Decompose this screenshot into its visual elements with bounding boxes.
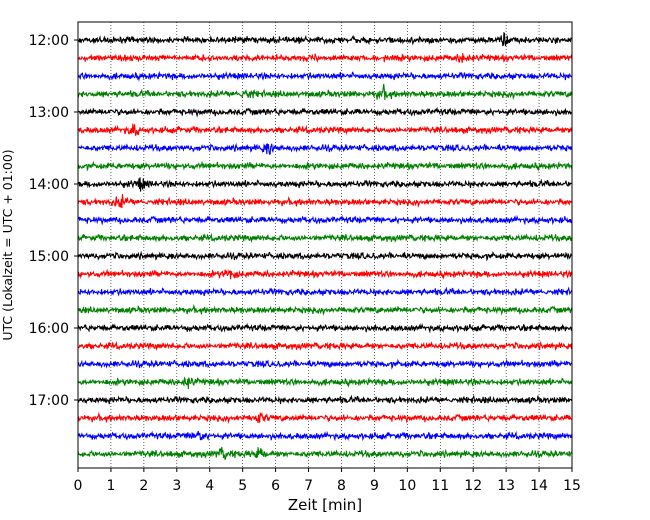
x-tick-label: 15 — [563, 478, 581, 494]
trace-1415 — [77, 194, 573, 209]
x-axis: 0 1 2 3 4 5 6 7 8 9 10 11 12 13 14 15 — [74, 468, 581, 494]
x-tick-label: 4 — [205, 478, 214, 494]
trace-1445 — [77, 232, 573, 244]
y-tick-label: 16:00 — [29, 321, 69, 337]
x-tick-label: 10 — [398, 478, 416, 494]
plot-frame — [77, 21, 573, 469]
trace-1400 — [77, 177, 573, 192]
y-tick-label: 17:00 — [29, 393, 69, 409]
y-tick-label: 14:00 — [29, 177, 69, 193]
trace-1645 — [77, 376, 573, 390]
x-tick-label: 9 — [370, 478, 379, 494]
trace-1515 — [77, 268, 573, 280]
trace-1745 — [77, 446, 573, 460]
x-axis-label: Zeit [min] — [288, 496, 362, 514]
y-tick-label: 13:00 — [29, 105, 69, 121]
trace-1245 — [77, 83, 573, 100]
x-tick-label: 14 — [530, 478, 548, 494]
x-tick-label: 5 — [238, 478, 247, 494]
x-tick-label: 3 — [172, 478, 181, 494]
y-axis-label: UTC (Lokalzeit = UTC + 01:00) — [0, 149, 15, 340]
chart-traces — [77, 32, 573, 460]
trace-1615 — [77, 340, 573, 352]
x-tick-label: 7 — [304, 478, 313, 494]
y-tick-label: 15:00 — [29, 249, 69, 265]
trace-1230 — [77, 70, 573, 82]
x-tick-label: 0 — [74, 478, 83, 494]
y-axis: 12:00 13:00 14:00 15:00 16:00 17:00 — [29, 33, 78, 409]
trace-1345 — [77, 160, 573, 172]
x-tick-label: 2 — [139, 478, 148, 494]
trace-1630 — [77, 358, 573, 370]
x-tick-label: 1 — [106, 478, 115, 494]
y-tick-label: 12:00 — [29, 33, 69, 49]
trace-1300 — [77, 106, 573, 118]
trace-1545 — [77, 303, 573, 316]
trace-1315 — [77, 123, 573, 136]
trace-1215 — [77, 53, 573, 64]
trace-1500 — [77, 250, 573, 262]
x-tick-label: 12 — [464, 478, 482, 494]
x-tick-label: 11 — [431, 478, 449, 494]
trace-1330 — [77, 142, 573, 155]
x-tick-label: 8 — [337, 478, 346, 494]
trace-1530 — [77, 286, 573, 297]
trace-1715 — [77, 411, 573, 424]
x-tick-label: 13 — [497, 478, 515, 494]
trace-1730 — [77, 430, 573, 442]
trace-1700 — [77, 394, 573, 405]
x-tick-label: 6 — [271, 478, 280, 494]
chart-grid — [110, 22, 540, 468]
trace-1600 — [77, 322, 573, 334]
trace-1200 — [77, 32, 573, 47]
trace-1430 — [77, 214, 573, 226]
